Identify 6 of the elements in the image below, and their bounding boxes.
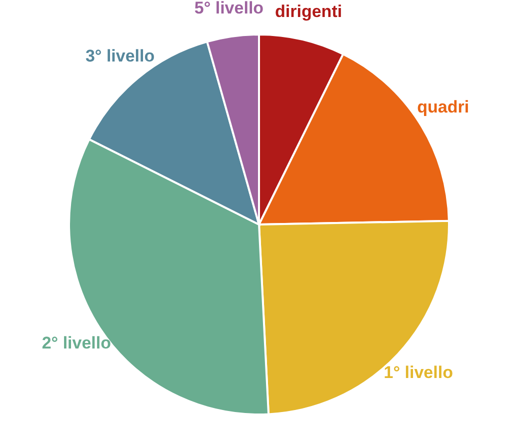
slice-label: dirigenti — [275, 2, 342, 22]
slice-label: quadri — [417, 98, 470, 117]
slice-label: 3° livello — [85, 46, 155, 66]
slice-label: 2° livello — [42, 334, 112, 353]
slice-label: 1° livello — [384, 363, 453, 382]
slice-label: 5° livello — [194, 0, 264, 18]
